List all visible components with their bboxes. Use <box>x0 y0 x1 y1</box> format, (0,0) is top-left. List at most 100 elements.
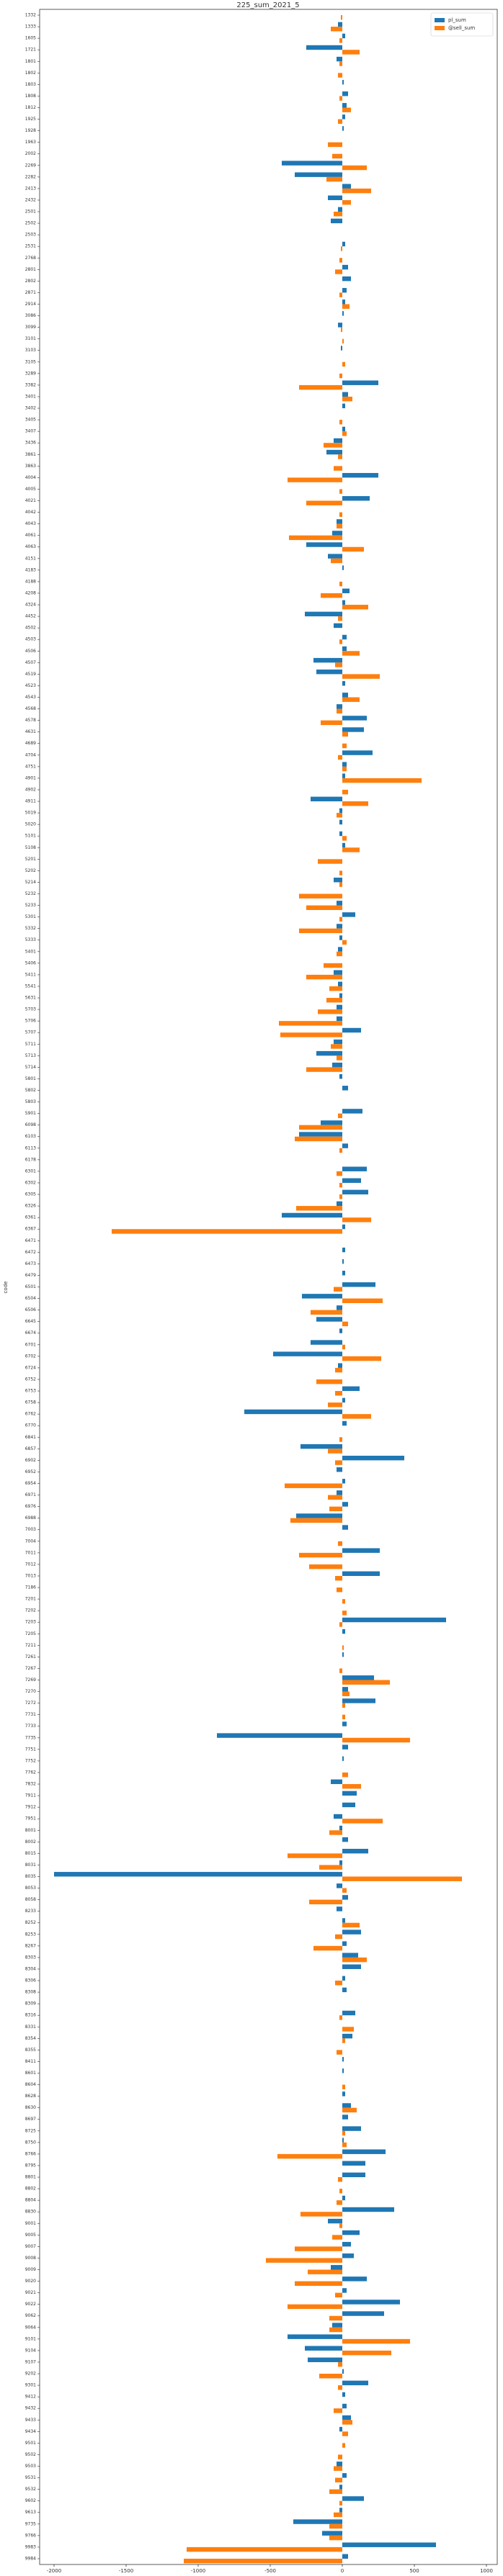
bar <box>342 2554 348 2559</box>
y-tick-label: 7731 <box>25 1712 36 1717</box>
bar <box>337 951 342 957</box>
y-tick-label: 5707 <box>25 1030 36 1035</box>
y-tick-label: 5301 <box>25 914 36 919</box>
bar <box>342 2369 344 2374</box>
y-tick-label: 5020 <box>25 822 36 827</box>
bar <box>342 836 347 841</box>
bar <box>282 1212 342 1218</box>
y-tick-label: 5401 <box>25 949 36 954</box>
bar <box>273 1351 342 1356</box>
bar <box>342 2496 364 2501</box>
bar <box>342 789 348 795</box>
bar <box>339 639 342 644</box>
y-tick-label: 1925 <box>25 117 36 122</box>
bar <box>342 2161 365 2166</box>
bar <box>335 2477 342 2482</box>
bar <box>316 1050 342 1056</box>
bar <box>332 2323 342 2328</box>
y-tick-label: 6479 <box>25 1273 36 1278</box>
y-tick-label: 3405 <box>25 418 36 423</box>
bar <box>342 1611 347 1616</box>
y-tick-label: 1963 <box>25 140 36 145</box>
bar <box>306 500 342 505</box>
bar <box>342 2415 351 2420</box>
y-tick-label: 8267 <box>25 1943 36 1948</box>
bar <box>338 73 342 78</box>
y-tick-label: 5901 <box>25 1111 36 1116</box>
bar <box>342 1802 355 1808</box>
y-tick-label: 5333 <box>25 937 36 942</box>
y-tick-label: 5406 <box>25 960 36 965</box>
y-tick-label: 4519 <box>25 672 36 677</box>
bar <box>313 1945 342 1951</box>
bar <box>329 986 342 991</box>
bar <box>342 311 344 316</box>
y-tick-label: 7762 <box>25 1770 36 1775</box>
bar <box>339 292 342 297</box>
bar <box>326 449 342 455</box>
y-tick-label: 9005 <box>25 2233 36 2238</box>
y-tick-label: 9202 <box>25 2372 36 2377</box>
bar <box>337 2050 342 2055</box>
bar <box>342 2107 357 2113</box>
y-tick-label: 6976 <box>25 1504 36 1509</box>
y-tick-label: 8766 <box>25 2151 36 2156</box>
y-tick-label: 7202 <box>25 1608 36 1613</box>
bar <box>342 2172 365 2178</box>
bar <box>342 2033 352 2039</box>
bar <box>342 1455 404 1461</box>
y-tick-label: 8355 <box>25 2048 36 2053</box>
y-tick-label: 5101 <box>25 834 36 839</box>
bar <box>335 1934 342 1940</box>
bar <box>342 126 344 131</box>
y-tick-label: 9735 <box>25 2521 36 2526</box>
bar <box>244 1409 342 1415</box>
bar <box>334 1287 342 1292</box>
bar <box>295 1136 342 1142</box>
y-tick-label: 9107 <box>25 2359 36 2364</box>
bar <box>342 646 347 652</box>
bar <box>296 1513 342 1518</box>
y-tick-label: 8253 <box>25 1932 36 1937</box>
x-tick-label: -2000 <box>47 2568 61 2574</box>
y-tick-label: 2502 <box>25 221 36 226</box>
y-tick-label: 6674 <box>25 1330 36 1336</box>
bar <box>341 346 342 351</box>
y-tick-label: 6841 <box>25 1435 36 1440</box>
y-tick-label: 7004 <box>25 1539 36 1544</box>
y-tick-label: 2768 <box>25 256 36 261</box>
bar <box>295 2281 342 2286</box>
y-tick-label: 4503 <box>25 637 36 642</box>
y-tick-label: 8801 <box>25 2175 36 2180</box>
bar <box>342 2142 347 2148</box>
y-tick-label: 9412 <box>25 2395 36 2400</box>
y-tick-label: 4208 <box>25 590 36 595</box>
bar <box>342 2288 347 2293</box>
bar <box>338 454 342 459</box>
y-tick-label: 6701 <box>25 1342 36 1347</box>
bar <box>342 1987 347 1993</box>
bar <box>335 1391 342 1396</box>
bar <box>342 801 368 806</box>
y-tick-label: 9613 <box>25 2510 36 2515</box>
y-tick-label: 5802 <box>25 1088 36 1093</box>
bar <box>342 1247 345 1253</box>
y-tick-label: 9432 <box>25 2406 36 2411</box>
bar <box>342 1819 383 1824</box>
legend-swatch <box>435 26 445 30</box>
y-tick-label: 8331 <box>25 2025 36 2030</box>
bar <box>342 276 351 282</box>
y-tick-label: 4911 <box>25 799 36 804</box>
bar <box>342 2311 384 2316</box>
y-tick-label: 9984 <box>25 2556 36 2561</box>
bar <box>329 1830 342 1835</box>
bar <box>342 396 352 402</box>
bar <box>311 796 342 802</box>
bar <box>342 731 348 737</box>
y-tick-label: 8309 <box>25 2001 36 2007</box>
y-tick-label: 7832 <box>25 1782 36 1787</box>
bar <box>341 15 342 20</box>
y-tick-label: 1721 <box>25 48 36 53</box>
bar <box>337 1201 342 1207</box>
bar <box>339 581 342 587</box>
